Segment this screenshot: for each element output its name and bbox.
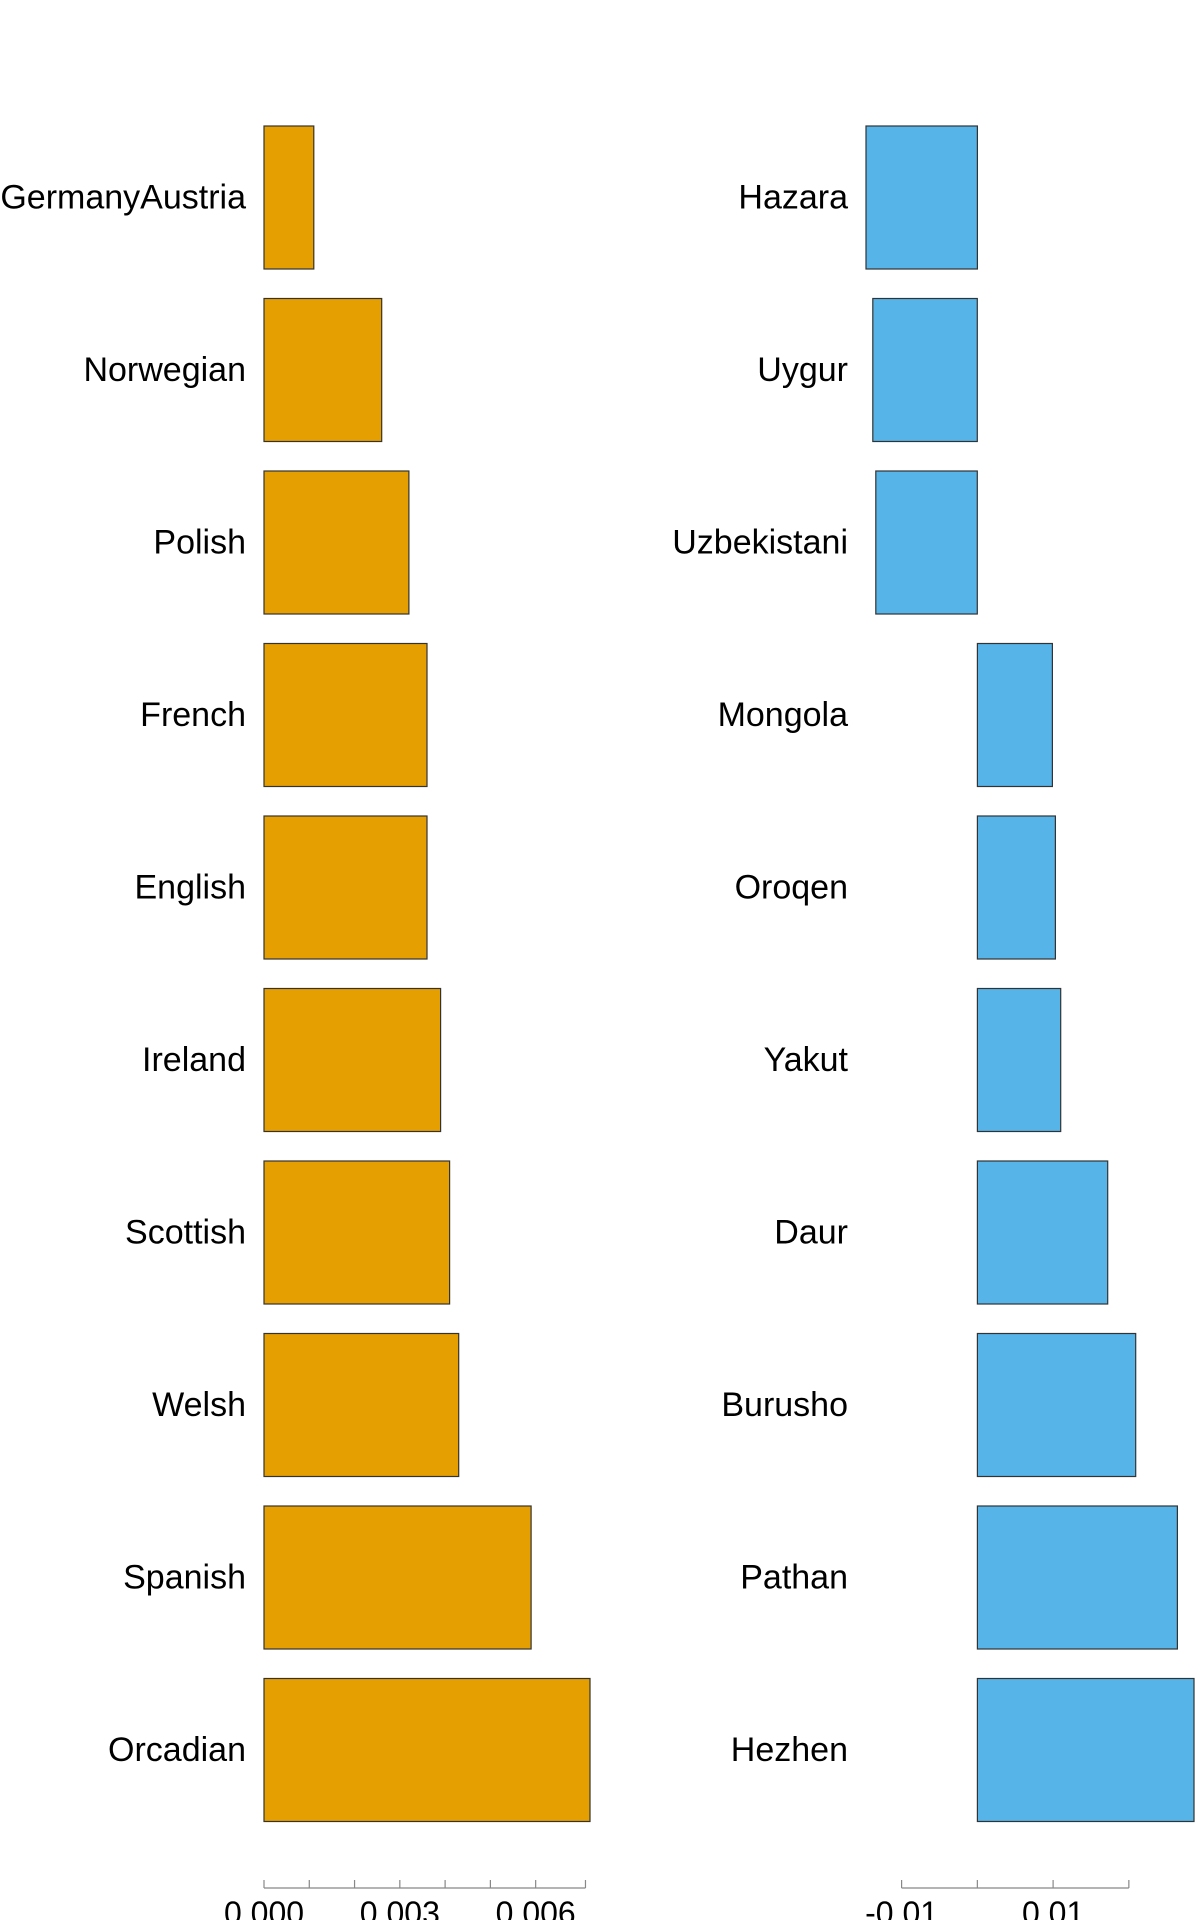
- category-label-germanyaustria: GermanyAustria: [0, 179, 246, 217]
- category-label-polish: Polish: [153, 524, 246, 562]
- category-label-burusho: Burusho: [721, 1386, 848, 1424]
- left-x-tick-label: 0.000: [224, 1895, 304, 1920]
- category-label-mongola: Mongola: [718, 696, 849, 734]
- bar-uzbekistani: [875, 470, 978, 615]
- bar-mongola: [976, 642, 1054, 788]
- bar-burusho: [976, 1332, 1137, 1478]
- category-label-norwegian: Norwegian: [83, 351, 246, 389]
- category-label-daur: Daur: [774, 1214, 848, 1252]
- category-label-spanish: Spanish: [123, 1559, 246, 1597]
- bar-uygur: [872, 297, 978, 443]
- category-label-welsh: Welsh: [152, 1386, 246, 1424]
- left-x-tick-label: 0.003: [360, 1895, 440, 1920]
- right-x-tick-label: 0.01: [1022, 1895, 1084, 1920]
- bar-norwegian: [263, 297, 383, 443]
- bar-spanish: [263, 1505, 532, 1650]
- category-label-hazara: Hazara: [738, 179, 848, 217]
- bar-french: [263, 642, 428, 788]
- bar-hazara: [865, 125, 979, 270]
- category-label-uygur: Uygur: [757, 351, 848, 389]
- bar-scottish: [263, 1160, 451, 1305]
- category-label-orcadian: Orcadian: [108, 1731, 246, 1769]
- bar-english: [263, 815, 428, 960]
- bar-polish: [263, 470, 410, 615]
- bar-daur: [976, 1160, 1109, 1305]
- category-label-yakut: Yakut: [764, 1041, 849, 1079]
- bar-pathan: [976, 1505, 1179, 1650]
- bar-hezhen: [976, 1677, 1195, 1823]
- category-label-french: French: [140, 696, 246, 734]
- category-label-ireland: Ireland: [142, 1041, 246, 1079]
- category-label-hezhen: Hezhen: [731, 1731, 848, 1769]
- category-label-pathan: Pathan: [740, 1559, 848, 1597]
- category-label-scottish: Scottish: [125, 1214, 246, 1252]
- left-x-tick-label: 0.006: [496, 1895, 576, 1920]
- bar-welsh: [263, 1332, 460, 1478]
- category-label-uzbekistani: Uzbekistani: [672, 524, 848, 562]
- category-label-english: English: [134, 869, 246, 907]
- bar-yakut: [976, 987, 1062, 1133]
- bar-ireland: [263, 987, 442, 1133]
- right-x-tick-label: -0.01: [865, 1895, 938, 1920]
- bar-orcadian: [263, 1677, 591, 1823]
- bar-germanyaustria: [263, 125, 315, 270]
- bar-oroqen: [976, 815, 1057, 960]
- category-label-oroqen: Oroqen: [735, 869, 848, 907]
